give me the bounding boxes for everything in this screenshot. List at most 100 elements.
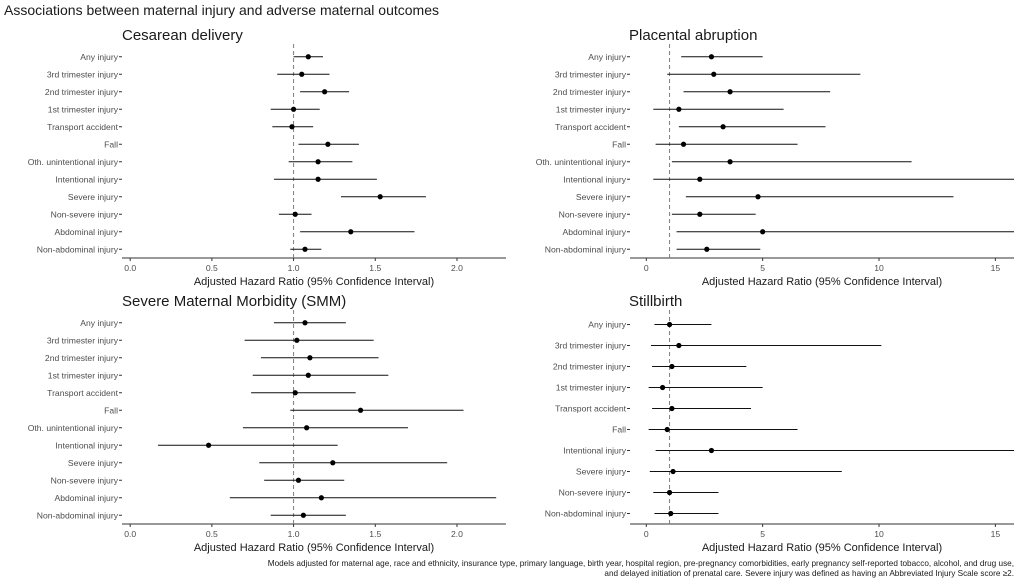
x-axis-label: Adjusted Hazard Ratio (95% Confidence In…: [702, 276, 942, 288]
y-label: Abdominal injury: [562, 227, 626, 237]
estimate-point: [697, 211, 703, 217]
estimate-point: [680, 141, 687, 147]
estimate-point: [305, 54, 311, 60]
footnote-line: and delayed initiation of prenatal care.…: [604, 569, 1014, 578]
chart-placental-abruption: Placental abruption 0 5 10 15 Adjusted Hazard…: [536, 27, 1014, 288]
chart-severe-maternal-morbidity: Severe Maternal Morbidity (SMM) 0.0 0.5 1.0…: [28, 293, 506, 554]
x-tick-label: 0.5: [206, 529, 218, 539]
y-label: Oth. unintentional injury: [536, 157, 627, 167]
estimate-point: [670, 468, 676, 475]
panel-severe-maternal-morbidity: Severe Maternal Morbidity (SMM) 0.0 0.5 1.0…: [0, 288, 512, 570]
panel-title: Stillbirth: [629, 293, 682, 310]
x-tick-label: 2.0: [451, 529, 463, 539]
y-label: 2nd trimester injury: [553, 362, 627, 372]
estimate-point: [292, 390, 298, 396]
y-label: Oth. unintentional injury: [28, 157, 119, 167]
estimate-point: [295, 477, 302, 483]
y-label: Severe injury: [68, 458, 119, 468]
estimate-point: [318, 495, 324, 501]
estimate-point: [676, 106, 682, 112]
estimate-point: [294, 337, 300, 343]
estimate-point: [289, 124, 295, 130]
y-label: Intentional injury: [55, 174, 118, 184]
y-label: 1st trimester injury: [556, 104, 627, 114]
y-label: 2nd trimester injury: [45, 353, 119, 363]
y-label: Non-severe injury: [559, 209, 627, 219]
estimate-point: [676, 342, 682, 349]
y-label: 3rd trimester injury: [47, 69, 119, 79]
estimate-point: [348, 229, 354, 235]
footnote-line: Models adjusted for maternal age, race a…: [267, 559, 1014, 568]
x-tick-label: 1.0: [288, 529, 300, 539]
estimate-point: [377, 194, 383, 200]
estimate-point: [659, 384, 666, 391]
estimate-point: [330, 460, 336, 466]
estimate-point: [708, 447, 715, 454]
y-label: Abdominal injury: [54, 227, 118, 237]
x-tick-label: 1.5: [369, 529, 381, 539]
panel-title: Placental abruption: [629, 27, 757, 44]
y-label: 1st trimester injury: [48, 104, 119, 114]
estimate-point: [668, 510, 674, 517]
x-tick-label: 0: [644, 263, 649, 273]
y-label: 3rd trimester injury: [555, 341, 627, 351]
y-label: Any injury: [588, 320, 626, 330]
x-tick-label: 15: [991, 263, 1001, 273]
panel-title: Cesarean delivery: [122, 27, 243, 44]
y-label: Non-abdominal injury: [545, 509, 627, 519]
estimate-point: [720, 124, 726, 130]
y-label: Intentional injury: [55, 440, 118, 450]
y-label: Non-abdominal injury: [545, 244, 627, 254]
x-tick-label: 2.0: [451, 263, 463, 273]
estimate-point: [704, 246, 710, 252]
y-label: 1st trimester injury: [556, 383, 627, 393]
estimate-point: [666, 321, 673, 328]
estimate-point: [325, 141, 331, 147]
y-label: Any injury: [80, 52, 118, 62]
x-tick-label: 1.0: [288, 263, 300, 273]
panel-stillbirth: Stillbirth 0 5 10 15 Adjusted Hazard Ratio (9…: [512, 288, 1024, 570]
y-label: Severe injury: [576, 192, 627, 202]
estimate-point: [727, 89, 733, 95]
estimate-point: [664, 426, 670, 433]
estimate-point: [307, 355, 313, 361]
footnote: Models adjusted for maternal age, race a…: [114, 559, 1014, 579]
chart-cesarean-delivery: Cesarean delivery 0.0 0.5 1.0 1.5 2.0 Adjusted…: [28, 27, 506, 288]
x-tick-label: 0.0: [124, 263, 136, 273]
y-label: 2nd trimester injury: [45, 87, 119, 97]
estimate-point: [290, 106, 297, 112]
y-label: Oth. unintentional injury: [28, 423, 119, 433]
estimate-point: [292, 211, 298, 217]
estimate-point: [669, 405, 675, 412]
estimate-point: [206, 442, 212, 448]
y-label: Intentional injury: [563, 446, 626, 456]
x-tick-label: 5: [760, 263, 765, 273]
estimate-point: [302, 246, 308, 252]
y-label: Intentional injury: [563, 174, 626, 184]
estimate-point: [708, 54, 715, 60]
x-tick-label: 0: [644, 529, 649, 539]
estimate-point: [755, 194, 761, 200]
estimate-point: [302, 320, 308, 326]
estimate-point: [300, 512, 306, 518]
x-axis-label: Adjusted Hazard Ratio (95% Confidence In…: [702, 542, 942, 554]
y-label: 3rd trimester injury: [555, 69, 627, 79]
y-label: Non-abdominal injury: [37, 244, 119, 254]
estimate-point: [315, 176, 321, 182]
x-axis-label: Adjusted Hazard Ratio (95% Confidence In…: [194, 276, 434, 288]
y-label: Fall: [612, 139, 626, 149]
estimate-point: [315, 159, 321, 165]
y-label: Abdominal injury: [54, 493, 118, 503]
y-label: Non-severe injury: [51, 209, 119, 219]
y-label: 3rd trimester injury: [47, 335, 119, 345]
y-label: 1st trimester injury: [48, 370, 119, 380]
estimate-point: [760, 229, 766, 235]
y-label: 2nd trimester injury: [553, 87, 627, 97]
y-label: Severe injury: [68, 192, 119, 202]
estimate-point: [305, 372, 311, 378]
x-tick-label: 1.5: [369, 263, 381, 273]
estimate-point: [669, 363, 675, 370]
estimate-point: [727, 159, 733, 165]
y-label: Fall: [612, 425, 626, 435]
panel-cesarean-delivery: Cesarean delivery 0.0 0.5 1.0 1.5 2.0 Adjusted…: [0, 22, 512, 304]
